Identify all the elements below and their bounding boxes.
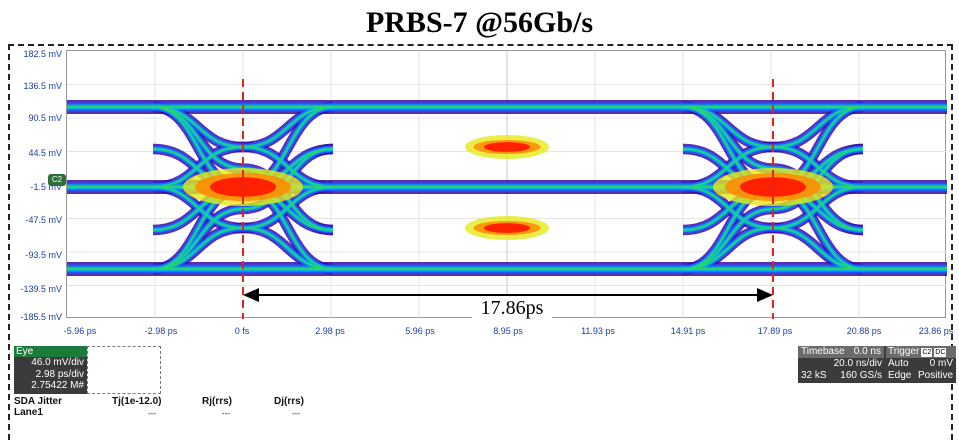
y-tick-label: 44.5 mV xyxy=(28,148,62,158)
y-tick-label: -185.5 mV xyxy=(20,312,62,322)
tj-header: Tj(1e-12.0) xyxy=(112,396,162,407)
record-length: 32 kS xyxy=(801,370,827,381)
timebase-label: Timebase xyxy=(801,346,845,357)
trigger-mode: Auto xyxy=(888,358,909,369)
y-tick-label: -47.5 mV xyxy=(25,215,62,225)
rj-header: Rj(rrs) xyxy=(202,396,233,407)
channel-offset-marker[interactable]: C2 xyxy=(48,174,66,186)
dj-value: --- xyxy=(292,409,300,418)
timebase-header: Timebase 0.0 ns xyxy=(798,346,884,358)
eye-density-region xyxy=(483,223,531,233)
horizontal-scale: 2.98 ps/div xyxy=(35,368,84,380)
sample-rate: 160 GS/s xyxy=(840,370,882,381)
trigger-level: 0 mV xyxy=(929,358,953,369)
eye-diagram-plot xyxy=(66,50,947,319)
y-tick-label: 90.5 mV xyxy=(28,113,62,123)
trigger-source-chip: C2 xyxy=(921,348,933,357)
y-tick-label: -139.5 mV xyxy=(20,284,62,294)
y-tick-label: -1.5 mV xyxy=(30,182,62,192)
chart-title: PRBS-7 @56Gb/s xyxy=(365,6,594,39)
eye-width-measurement-label: 17.86ps xyxy=(472,296,552,320)
trigger-label: Trigger xyxy=(888,346,920,357)
tj-value: --- xyxy=(148,409,156,418)
sample-count: 2.75422 M# xyxy=(31,380,84,391)
x-tick-label: 0 fs xyxy=(234,326,250,336)
eye-diagram-svg xyxy=(67,51,947,319)
y-tick-label: 136.5 mV xyxy=(23,81,62,91)
empty-trace-slot[interactable] xyxy=(87,346,161,394)
timebase-trigger-panel[interactable]: Timebase 0.0 ns Trigger C2 DC 20.0 ns/div … xyxy=(798,346,956,383)
x-tick-label: 23.86 ps xyxy=(918,326,954,336)
x-tick-label: 8.95 ps xyxy=(493,326,523,336)
eye-density-region xyxy=(483,142,531,152)
eye-panel-header: Eye xyxy=(14,346,87,357)
trigger-slope: Positive xyxy=(917,370,953,381)
trigger-coupling-chip: DC xyxy=(934,348,947,357)
x-tick-label: 14.91 ps xyxy=(670,326,706,336)
timebase-delay: 0.0 ns xyxy=(853,346,881,357)
eye-info-panel[interactable]: Eye 46.0 mV/div 2.98 ps/div 2.75422 M# xyxy=(14,346,87,394)
trigger-type: Edge xyxy=(888,370,912,381)
jitter-row-label: Lane1 xyxy=(14,407,43,418)
x-tick-label: -2.98 ps xyxy=(144,326,178,336)
jitter-table-title: SDA Jitter xyxy=(14,396,62,407)
x-tick-label: -5.96 ps xyxy=(63,326,97,336)
time-per-div: 20.0 ns/div xyxy=(833,358,882,369)
x-tick-label: 5.96 ps xyxy=(405,326,435,336)
measurement-arrowhead-left xyxy=(243,288,259,302)
outer-dashed-frame xyxy=(8,44,953,440)
x-tick-label: 20.88 ps xyxy=(846,326,882,336)
rj-value: --- xyxy=(222,409,230,418)
y-tick-label: 182.5 mV xyxy=(23,49,62,59)
vertical-scale: 46.0 mV/div xyxy=(31,357,84,368)
dj-header: Dj(rrs) xyxy=(274,396,305,407)
x-tick-label: 17.89 ps xyxy=(757,326,793,336)
x-tick-label: 2.98 ps xyxy=(315,326,345,336)
x-tick-label: 11.93 ps xyxy=(581,326,615,336)
y-tick-label: -93.5 mV xyxy=(25,250,62,260)
sda-jitter-table: SDA Jitter Lane1 Tj(1e-12.0) Rj(rrs) Dj(… xyxy=(14,396,534,418)
measurement-arrowhead-right xyxy=(757,288,773,302)
trigger-header: Trigger C2 DC xyxy=(886,346,956,358)
